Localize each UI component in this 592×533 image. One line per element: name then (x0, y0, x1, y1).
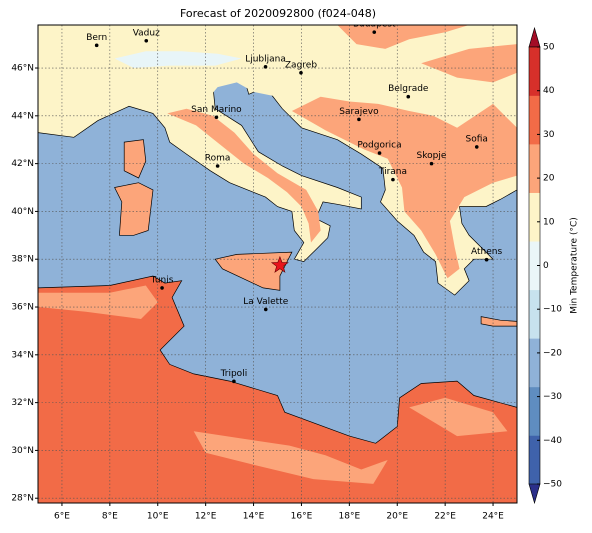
x-tick-label: 18°E (339, 512, 361, 522)
colorbar-extend-low (528, 483, 541, 505)
y-tick-label: 34°N (11, 350, 34, 360)
city-label: Athens (471, 247, 502, 257)
y-tick-label: 46°N (11, 64, 34, 74)
warm-africa-inland (193, 431, 388, 484)
city-label: Roma (205, 154, 231, 164)
city-label: La Valette (243, 297, 288, 307)
location-star (270, 255, 289, 273)
x-tick-label: 22°E (434, 512, 456, 522)
y-tick-label: 28°N (11, 494, 34, 504)
warm-north (337, 25, 470, 49)
city-marker (357, 117, 361, 122)
city-marker (94, 43, 99, 48)
warm-africa-east (409, 397, 508, 437)
map-frame (37, 24, 518, 504)
y-tick-label: 42°N (11, 159, 34, 169)
y-tick-label: 44°N (11, 111, 34, 121)
colorbar-band (529, 386, 540, 436)
colorbar-tick-label: 0 (543, 261, 549, 271)
colorbar-tick-label: −50 (543, 480, 562, 490)
colorbar-tick-label: 50 (543, 43, 555, 53)
colorbar-tick-label: 20 (543, 174, 555, 184)
colorbar-band (529, 338, 540, 388)
city-marker (214, 115, 219, 120)
x-tick-label: 6°E (54, 512, 70, 522)
x-tick-label: 8°E (102, 512, 118, 522)
colorbar-band (529, 435, 540, 485)
land-corsica (123, 139, 147, 179)
city-marker (160, 286, 164, 290)
colorbar-band (529, 47, 540, 96)
colorbar-band (529, 241, 540, 291)
city-label: Tirana (378, 167, 407, 177)
city-marker (391, 177, 395, 182)
warm-africa-coast (38, 285, 158, 319)
city-label: Vaduz (133, 28, 160, 38)
city-label: Sarajevo (339, 107, 379, 117)
city-label: Belgrade (388, 84, 429, 94)
city-marker (429, 161, 434, 166)
city-marker (144, 38, 149, 43)
city-marker (474, 145, 479, 149)
y-tick-label: 32°N (11, 398, 34, 408)
y-tick-label: 36°N (11, 303, 34, 313)
colorbar-tick-label: 40 (543, 86, 555, 96)
cold-alps (114, 51, 242, 68)
city-label: Bern (86, 33, 107, 43)
city-label: Skopje (417, 151, 447, 161)
city-label: Ljubljana (245, 54, 286, 64)
colorbar-band (529, 289, 540, 339)
y-tick-label: 40°N (11, 207, 34, 217)
colorbar-band (529, 144, 540, 193)
x-tick-label: 14°E (243, 512, 265, 522)
map-title: Forecast of 2020092800 (f024-048) (180, 7, 376, 20)
city-marker (484, 257, 489, 262)
city-label: Zagreb (285, 60, 317, 70)
city-label: Sofia (466, 134, 488, 144)
colorbar-band (529, 95, 540, 145)
city-marker (263, 307, 268, 312)
city-label: Podgorica (357, 141, 401, 151)
city-label: Tunis (150, 275, 174, 285)
city-label: San Marino (191, 105, 242, 115)
city-marker (372, 30, 377, 34)
y-tick-label: 30°N (11, 446, 34, 456)
city-marker (377, 151, 382, 155)
city-marker (406, 94, 411, 99)
land-crete (480, 316, 517, 327)
city-marker (299, 71, 303, 75)
colorbar-tick-label: −30 (543, 392, 562, 402)
colorbar-tick-label: 30 (543, 130, 555, 140)
x-tick-label: 12°E (195, 512, 217, 522)
colorbar-extend-high (528, 26, 541, 48)
colorbar-band (529, 192, 540, 242)
city-marker (263, 65, 268, 69)
warm-balkans (291, 96, 517, 279)
x-tick-label: 10°E (147, 512, 169, 522)
colorbar-tick-label: −10 (543, 305, 562, 315)
city-label: Tripoli (220, 369, 248, 379)
x-tick-label: 16°E (291, 512, 313, 522)
city-marker (215, 164, 220, 168)
colorbar-tick-label: −20 (543, 348, 562, 358)
x-tick-label: 24°E (482, 512, 504, 522)
city-label: Budapest (353, 20, 396, 30)
city-marker (232, 379, 236, 384)
land-sardinia (114, 182, 154, 236)
colorbar-tick-label: −40 (543, 436, 562, 446)
y-tick-label: 38°N (11, 255, 34, 265)
x-tick-label: 20°E (386, 512, 408, 522)
colorbar-label: Min Temperature (°C) (570, 217, 580, 314)
colorbar-tick-label: 10 (543, 217, 555, 227)
